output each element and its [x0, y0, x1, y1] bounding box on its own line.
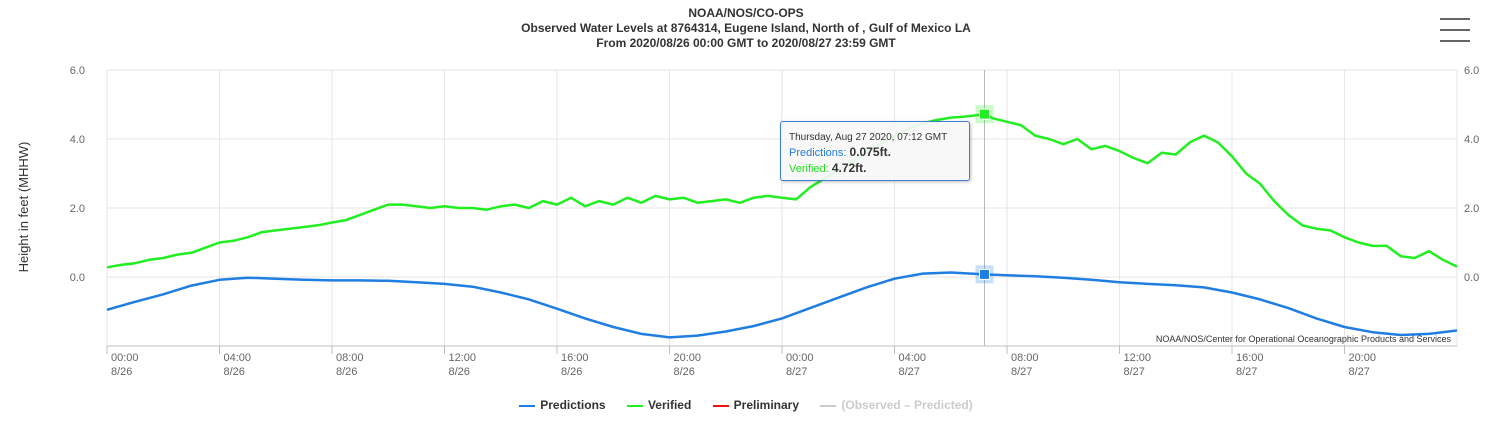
y-tick-label-right: 0.0	[1464, 272, 1479, 284]
marker-layer	[975, 105, 994, 284]
x-tick-date-label: 8/27	[899, 366, 920, 378]
legend-item-preliminary[interactable]: Preliminary	[712, 398, 800, 412]
series-layer	[106, 112, 1458, 339]
y-axis-right: 6.0 4.0 2.0 0.0	[1464, 65, 1479, 284]
menu-bar	[1440, 29, 1470, 31]
x-tick-date-label: 8/27	[1236, 366, 1257, 378]
y-axis-left: 6.0 4.0 2.0 0.0	[70, 65, 85, 284]
tooltip-predictions-row: Predictions: 0.075ft.	[789, 145, 969, 161]
legend: Predictions Verified Preliminary (Observ…	[0, 398, 1492, 418]
legend-swatch-observed-minus-predicted	[820, 404, 837, 407]
chart-station-title: Observed Water Levels at 8764314, Eugene…	[521, 21, 971, 35]
credit-text: NOAA/NOS/Center for Operational Oceanogr…	[1156, 334, 1452, 344]
x-tick-time-label: 04:00	[224, 352, 252, 364]
hamburger-menu-icon[interactable]	[1440, 18, 1470, 44]
data-tooltip: Thursday, Aug 27 2020, 07:12 GMT Predict…	[780, 121, 970, 181]
y-tick-label-right: 2.0	[1464, 203, 1479, 215]
legend-label: (Observed – Predicted)	[841, 398, 973, 412]
x-tick-time-label: 08:00	[1011, 352, 1039, 364]
legend-item-observed-minus-predicted[interactable]: (Observed – Predicted)	[820, 398, 973, 412]
x-tick-time-label: 12:00	[1124, 352, 1152, 364]
legend-swatch-verified	[626, 404, 643, 407]
x-tick-date-label: 8/27	[1011, 366, 1032, 378]
x-tick-date-label: 8/27	[1349, 366, 1370, 378]
menu-bar	[1440, 18, 1470, 20]
legend-label: Verified	[647, 398, 692, 412]
x-tick-time-label: 00:00	[111, 352, 139, 364]
menu-bar	[1440, 40, 1470, 42]
y-tick-label-left: 0.0	[70, 272, 85, 284]
chart-agency-title: NOAA/NOS/CO-OPS	[688, 6, 804, 20]
chart-date-range: From 2020/08/26 00:00 GMT to 2020/08/27 …	[596, 36, 896, 50]
x-tick-date-label: 8/26	[561, 366, 582, 378]
highlight-marker-verified[interactable]	[979, 108, 990, 120]
y-tick-label-right: 6.0	[1464, 65, 1479, 77]
x-tick-time-label: 20:00	[1349, 352, 1377, 364]
series-line-predictions	[106, 271, 1458, 339]
series-line-verified	[106, 112, 1458, 269]
legend-label: Preliminary	[733, 398, 800, 412]
legend-swatch-predictions	[519, 404, 536, 407]
x-tick-time-label: 08:00	[336, 352, 364, 364]
legend-item-predictions[interactable]: Predictions	[519, 398, 606, 412]
highlight-marker-predictions[interactable]	[979, 268, 990, 280]
y-tick-label-left: 6.0	[70, 65, 85, 77]
y-axis-label: Height in feet (MHHW)	[16, 142, 31, 273]
grid-lines	[106, 69, 1458, 347]
tooltip-verified-row: Verified: 4.72ft.	[789, 161, 969, 177]
x-tick-time-label: 00:00	[786, 352, 814, 364]
x-tick-time-label: 12:00	[449, 352, 477, 364]
chart-titles: NOAA/NOS/CO-OPS Observed Water Levels at…	[0, 6, 1492, 51]
x-tick-date-label: 8/26	[111, 366, 132, 378]
x-axis: 00:00 8/26 04:00 8/26 08:00 8/26 12:00 8/26 16:0…	[106, 345, 1457, 378]
legend-item-verified[interactable]: Verified	[626, 398, 692, 412]
y-tick-label-right: 4.0	[1464, 134, 1479, 146]
x-tick-time-label: 20:00	[674, 352, 702, 364]
legend-label: Predictions	[540, 398, 606, 412]
x-tick-date-label: 8/26	[336, 366, 357, 378]
x-tick-date-label: 8/26	[449, 366, 470, 378]
x-tick-date-label: 8/27	[786, 366, 807, 378]
x-tick-time-label: 16:00	[561, 352, 589, 364]
tooltip-predictions-label: Predictions:	[789, 147, 847, 159]
x-tick-time-label: 16:00	[1236, 352, 1264, 364]
tooltip-datetime: Thursday, Aug 27 2020, 07:12 GMT	[789, 132, 948, 143]
tooltip-predictions-value: 0.075ft.	[849, 145, 891, 159]
x-tick-time-label: 04:00	[899, 352, 927, 364]
y-tick-label-left: 2.0	[70, 203, 85, 215]
x-tick-date-label: 8/26	[674, 366, 695, 378]
y-tick-label-left: 4.0	[70, 134, 85, 146]
x-tick-date-label: 8/27	[1124, 366, 1145, 378]
x-tick-date-label: 8/26	[224, 366, 245, 378]
legend-swatch-preliminary	[712, 404, 729, 407]
tooltip-verified-value: 4.72ft.	[831, 161, 867, 175]
tooltip-verified-label: Verified:	[789, 163, 829, 175]
